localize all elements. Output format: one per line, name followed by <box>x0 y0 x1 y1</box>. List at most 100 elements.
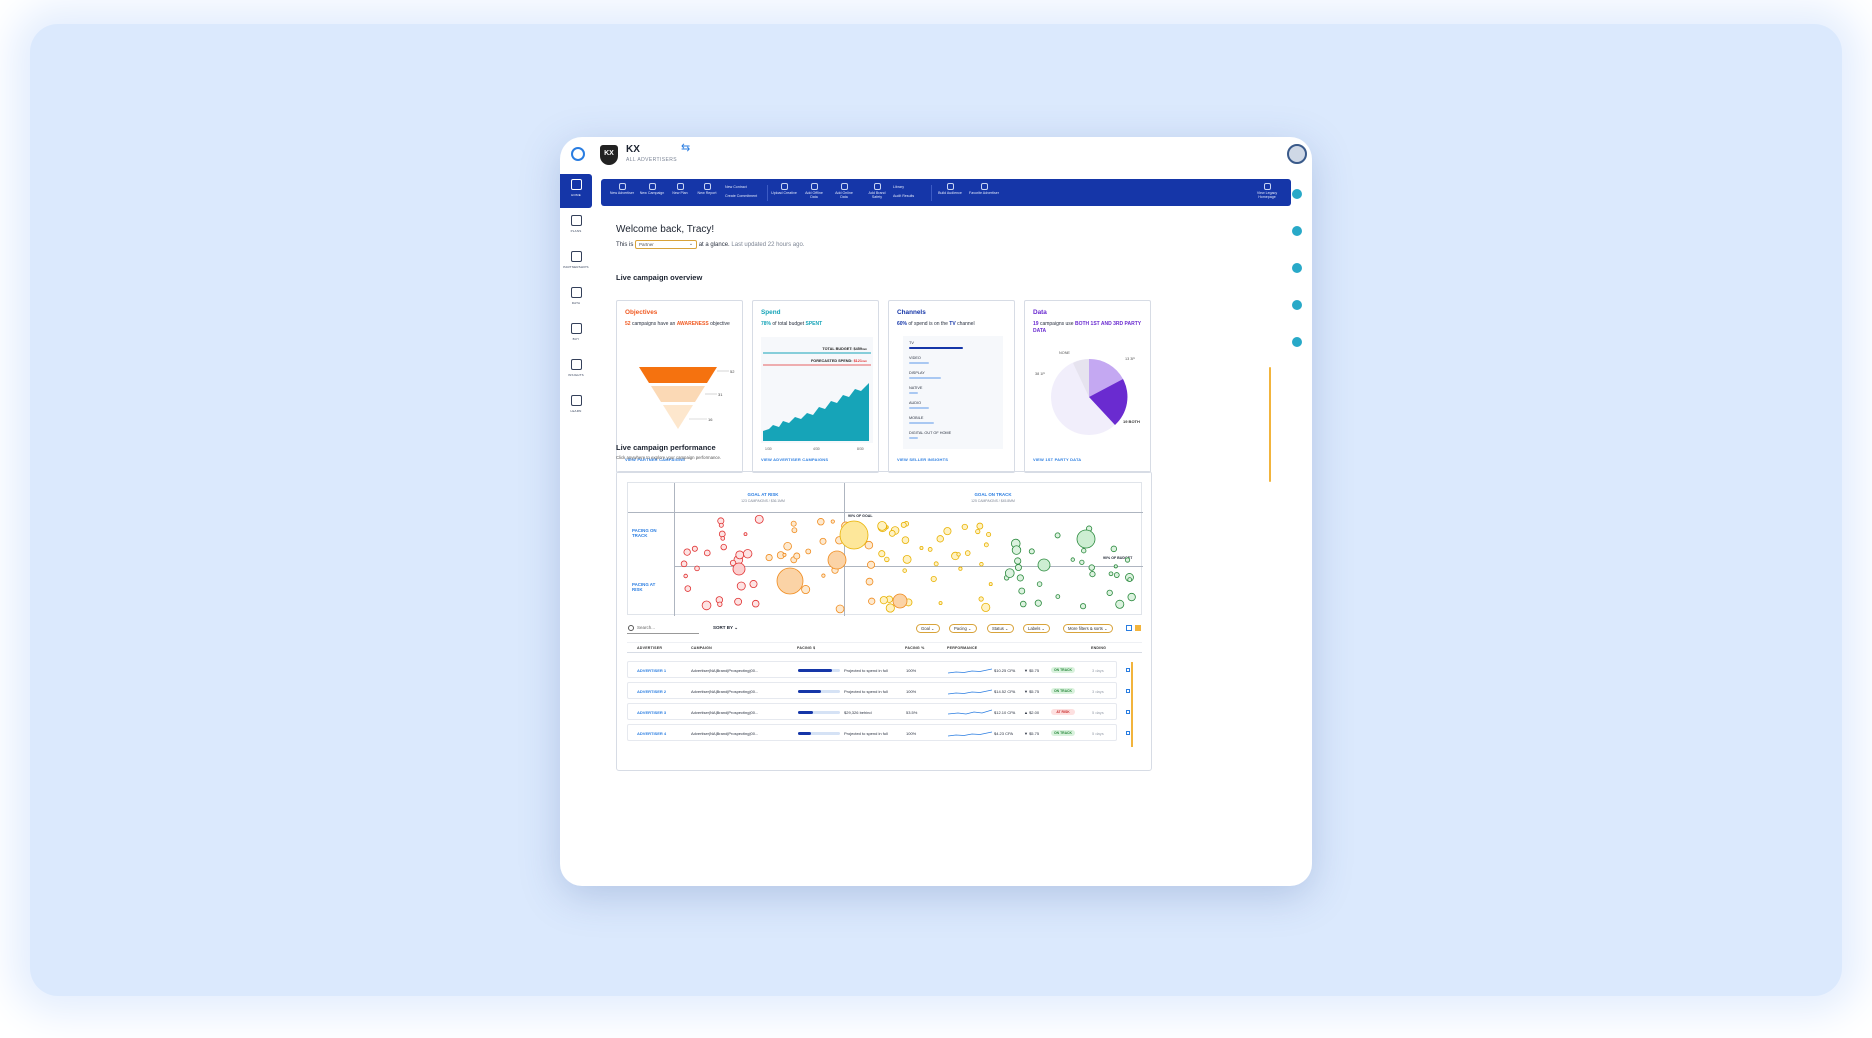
campaign-bubble[interactable] <box>1070 557 1075 562</box>
new-advertiser-button[interactable]: New Advertiser <box>609 183 635 203</box>
nav-insights[interactable]: INSIGHTS <box>560 354 592 388</box>
objectives-card[interactable]: Objectives 52 campaigns have an AWARENES… <box>616 300 743 473</box>
analytics-icon[interactable] <box>1292 226 1302 236</box>
favorite-advertiser-button[interactable]: Favorite Advertiser <box>969 183 999 203</box>
campaign-bubble[interactable] <box>1076 529 1096 549</box>
view-as-select[interactable]: Partner ⌄ <box>635 240 698 249</box>
table-scrollbar[interactable] <box>1131 662 1133 747</box>
campaign-name[interactable]: Advertiser|NA|Brand|Prospecting|00... <box>691 668 759 673</box>
column-header[interactable]: CAMPAIGN <box>691 646 712 650</box>
row-details-icon[interactable] <box>1126 710 1130 714</box>
campaign-bubble[interactable] <box>877 521 887 531</box>
campaign-bubble[interactable] <box>936 535 944 543</box>
nav-learn[interactable]: LEARN <box>560 390 592 424</box>
campaign-name[interactable]: Advertiser|NA|Brand|Prospecting|00... <box>691 710 759 715</box>
campaign-bubble[interactable] <box>868 597 876 605</box>
campaign-bubble[interactable] <box>919 546 924 550</box>
filter-pacing[interactable]: Pacing ⌄ <box>949 624 977 633</box>
campaign-bubble[interactable] <box>783 541 792 551</box>
campaign-bubble[interactable] <box>1115 599 1125 609</box>
view-advertiser-campaigns-link[interactable]: VIEW ADVERTISER CAMPAIGNS <box>761 457 829 462</box>
channels-card[interactable]: Channels 60% of spend is on the TV chann… <box>888 300 1015 473</box>
new-report-button[interactable]: New Report <box>695 183 719 203</box>
nav-data[interactable]: DATA <box>560 282 592 316</box>
campaign-bubble[interactable] <box>680 560 688 568</box>
campaign-bubble[interactable] <box>961 523 968 531</box>
campaign-bubble[interactable] <box>986 532 992 538</box>
campaign-bubble[interactable] <box>1088 564 1095 571</box>
list-view-icon[interactable] <box>1135 625 1141 631</box>
campaign-bubble[interactable] <box>754 514 764 524</box>
new-plan-button[interactable]: New Plan <box>669 183 691 203</box>
channel-row[interactable]: AUDIO <box>909 401 999 409</box>
campaign-bubble[interactable] <box>879 596 888 605</box>
campaign-bubble[interactable] <box>827 550 847 570</box>
page-scrollbar[interactable] <box>1269 367 1271 482</box>
row-details-icon[interactable] <box>1126 689 1130 693</box>
campaign-bubble[interactable] <box>943 527 952 536</box>
campaign-bubble[interactable] <box>1089 571 1096 578</box>
location-icon[interactable] <box>1292 300 1302 310</box>
spend-card[interactable]: Spend 78% of total budget SPENT TOTAL BU… <box>752 300 879 473</box>
advertiser-link[interactable]: ADVERTISER 3 <box>637 710 667 715</box>
campaign-bubble[interactable] <box>734 597 743 606</box>
campaign-bubble[interactable] <box>1110 545 1118 553</box>
channel-row[interactable]: VIDEO <box>909 356 999 364</box>
campaign-bubble[interactable] <box>735 550 745 560</box>
campaign-name[interactable]: Advertiser|NA|Brand|Prospecting|00... <box>691 731 759 736</box>
view-seller-insights-link[interactable]: VIEW SELLER INSIGHTS <box>897 457 949 462</box>
filter-status[interactable]: Status ⌄ <box>987 624 1014 633</box>
campaign-bubble[interactable] <box>865 577 874 586</box>
campaign-bubble[interactable] <box>751 599 760 608</box>
campaign-bubble[interactable] <box>867 560 876 569</box>
campaign-bubble[interactable] <box>892 593 908 609</box>
campaign-bubble[interactable] <box>720 536 726 541</box>
upload-creative-button[interactable]: Upload Creative <box>771 183 797 203</box>
campaign-bubble[interactable] <box>902 568 907 573</box>
campaign-bubble[interactable] <box>1004 568 1015 578</box>
table-row[interactable]: ADVERTISER 4 Advertiser|NA|Brand|Prospec… <box>627 724 1130 741</box>
row-details-icon[interactable] <box>1126 731 1130 735</box>
channel-row[interactable]: DISPLAY <box>909 371 999 379</box>
campaign-bubble[interactable] <box>835 604 845 614</box>
advertiser-link[interactable]: ADVERTISER 4 <box>637 731 667 736</box>
campaign-bubble[interactable] <box>981 602 991 612</box>
table-row[interactable]: ADVERTISER 2 Advertiser|NA|Brand|Prospec… <box>627 682 1130 699</box>
campaign-bubble[interactable] <box>938 601 943 606</box>
campaign-bubble[interactable] <box>720 543 727 551</box>
campaign-bubble[interactable] <box>684 585 692 592</box>
campaign-bubble[interactable] <box>717 601 723 607</box>
campaign-bubble[interactable] <box>1124 557 1131 563</box>
search-input[interactable]: Search... <box>627 623 699 634</box>
nav-buy[interactable]: BUY <box>560 318 592 352</box>
campaign-bubble[interactable] <box>864 540 874 550</box>
switch-advertiser-icon[interactable]: ⇆ <box>681 142 691 154</box>
campaign-bubble[interactable] <box>743 549 753 559</box>
nav-home[interactable]: HOME <box>560 174 592 208</box>
campaign-bubble[interactable] <box>683 573 688 579</box>
column-header[interactable]: PACING % <box>905 646 925 650</box>
campaign-bubble[interactable] <box>1081 548 1087 554</box>
table-row[interactable]: ADVERTISER 1 Advertiser|NA|Brand|Prospec… <box>627 661 1130 678</box>
campaign-bubble[interactable] <box>839 520 869 550</box>
campaign-bubble[interactable] <box>821 573 826 578</box>
grid-view-icon[interactable] <box>1126 625 1132 631</box>
campaign-bubble[interactable] <box>683 548 691 556</box>
campaign-bubble[interactable] <box>790 520 797 527</box>
campaign-bubble[interactable] <box>749 580 758 589</box>
campaign-bubble[interactable] <box>988 582 993 587</box>
build-audience-button[interactable]: Build Audience <box>937 183 963 203</box>
campaign-bubble[interactable] <box>791 527 798 534</box>
brand-name[interactable]: KX <box>626 144 640 155</box>
nav-partnerships[interactable]: PARTNERSHIPS <box>560 246 592 280</box>
performance-matrix[interactable]: GOAL AT RISK 123 CAMPAIGNS / $36.1MM GOA… <box>627 482 1143 616</box>
channel-row[interactable]: TV <box>909 341 999 349</box>
campaign-bubble[interactable] <box>1106 589 1113 596</box>
row-details-icon[interactable] <box>1126 668 1130 672</box>
campaign-bubble[interactable] <box>1127 592 1136 602</box>
campaign-name[interactable]: Advertiser|NA|Brand|Prospecting|00... <box>691 689 759 694</box>
view-legacy-homepage-button[interactable]: View Legacy Homepage <box>1249 183 1285 203</box>
campaign-bubble[interactable] <box>694 565 700 572</box>
campaign-bubble[interactable] <box>793 552 801 560</box>
campaign-bubble[interactable] <box>1054 532 1061 539</box>
